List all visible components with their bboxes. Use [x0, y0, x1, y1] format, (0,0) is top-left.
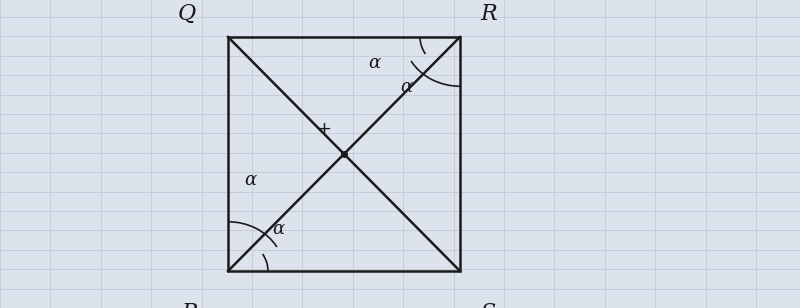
Text: Q: Q	[178, 3, 196, 25]
Text: S: S	[480, 302, 495, 308]
Text: P: P	[181, 302, 196, 308]
Text: R: R	[480, 3, 497, 25]
Text: α: α	[368, 54, 380, 72]
Text: α: α	[272, 220, 284, 238]
Text: α: α	[244, 171, 256, 189]
Text: +: +	[317, 120, 331, 138]
Text: α: α	[400, 79, 412, 96]
